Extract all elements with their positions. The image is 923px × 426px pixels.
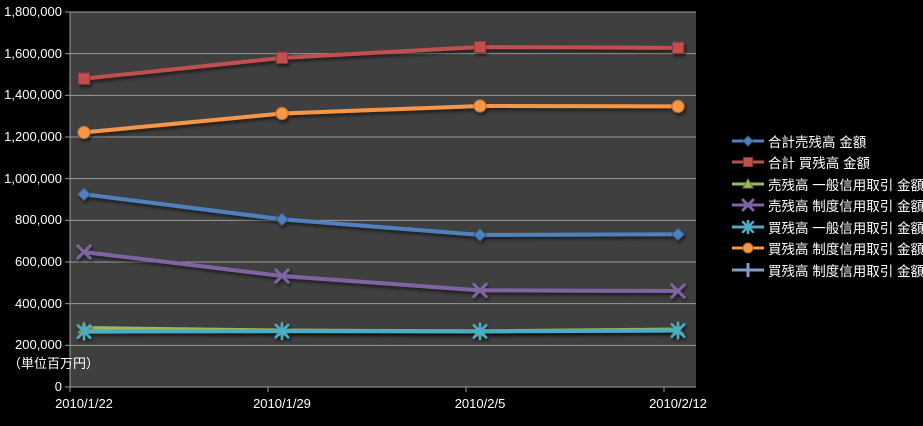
- series-0: [77, 187, 685, 242]
- legend-label: 売残高 一般信用取引 金額: [768, 177, 923, 193]
- y-axis-label: 0: [54, 379, 62, 394]
- y-axis-label: 1,800,000: [4, 4, 62, 19]
- asterisk-marker: [274, 322, 290, 341]
- legend-label: 買残高 一般信用取引 金額: [768, 220, 923, 236]
- y-axis-label: 600,000: [15, 254, 62, 269]
- triangle-legend-marker: [732, 177, 764, 189]
- circle-marker: [473, 99, 487, 113]
- asterisk-marker: [741, 219, 755, 234]
- legend-label: 合計売残高 金額: [768, 134, 867, 150]
- y-axis-label: 1,600,000: [4, 45, 62, 61]
- x-axis-label: 2010/1/29: [253, 396, 311, 411]
- asterisk-marker: [76, 322, 92, 341]
- legend-label: 買残高 制度信用取引 金額: [768, 263, 923, 279]
- legend-label: 売残高 制度信用取引 金額: [768, 199, 923, 215]
- legend-item-0: 合計売残高 金額: [731, 130, 923, 152]
- asterisk-legend-marker: [732, 219, 764, 234]
- legend-item-1: 合計 買残高 金額: [731, 152, 923, 174]
- series-1: [77, 40, 685, 85]
- diamond-marker: [275, 212, 289, 227]
- square-marker: [671, 41, 685, 55]
- x-marker: [76, 244, 92, 260]
- y-axis-label: 1,000,000: [4, 170, 62, 186]
- x-marker: [472, 282, 488, 299]
- circle-legend-marker: [732, 242, 764, 254]
- x-axis-label: 2010/1/22: [55, 396, 113, 411]
- diamond-legend-marker: [732, 135, 764, 147]
- legend-item-3: 売残高 制度信用取引 金額: [731, 195, 923, 217]
- diamond-marker: [77, 187, 91, 202]
- square-marker: [743, 157, 753, 168]
- circle-marker: [275, 106, 289, 121]
- diamond-marker: [473, 228, 487, 242]
- x-marker: [741, 198, 755, 212]
- legend: 合計売残高 金額 合計 買残高 金額売残高 一般信用取引 金額 売残高 制度信用取引…: [731, 130, 923, 281]
- legend-label: 買残高 制度信用取引 金額: [768, 242, 923, 258]
- series-line: [82, 45, 680, 81]
- plus-marker: [740, 262, 756, 277]
- x-marker: [274, 268, 290, 284]
- x-legend-marker: [732, 198, 764, 212]
- circle-marker: [671, 99, 685, 114]
- series-5: [77, 99, 685, 140]
- x-axis-label: 2010/2/5: [454, 396, 506, 411]
- y-axis-label: 1,400,000: [4, 87, 62, 103]
- diamond-marker: [742, 135, 754, 147]
- series-line: [82, 103, 680, 135]
- x-axis-label: 2010/2/12: [649, 396, 707, 411]
- triangle-marker: [742, 177, 754, 189]
- series-3: [76, 244, 686, 299]
- series-4: [76, 321, 686, 341]
- x-marker: [670, 283, 686, 299]
- legend-item-2: 売残高 一般信用取引 金額: [731, 173, 923, 195]
- plot-area-background: [70, 12, 696, 387]
- y-axis-label: 800,000: [15, 212, 62, 228]
- y-axis-label: 1,200,000: [4, 129, 62, 144]
- unit-note-label: （単位百万円）: [8, 356, 100, 371]
- circle-marker: [77, 125, 91, 140]
- asterisk-marker: [670, 321, 686, 340]
- legend-label: 合計 買残高 金額: [768, 156, 871, 172]
- series-line: [82, 192, 680, 237]
- asterisk-marker: [472, 322, 488, 341]
- legend-item-5: 買残高 制度信用取引 金額: [731, 238, 923, 260]
- square-marker: [473, 40, 487, 54]
- square-marker: [275, 51, 289, 65]
- circle-marker: [742, 242, 754, 254]
- y-axis-label: 400,000: [15, 295, 62, 311]
- square-legend-marker: [732, 157, 764, 168]
- series-line: [82, 250, 680, 293]
- diamond-marker: [671, 227, 685, 242]
- y-axis-label: 200,000: [15, 337, 62, 353]
- square-marker: [77, 72, 91, 85]
- plus-legend-marker: [732, 262, 764, 277]
- series-line: [82, 328, 680, 334]
- legend-item-4: 買残高 一般信用取引 金額: [731, 216, 923, 238]
- legend-item-6: 買残高 制度信用取引 金額: [731, 259, 923, 281]
